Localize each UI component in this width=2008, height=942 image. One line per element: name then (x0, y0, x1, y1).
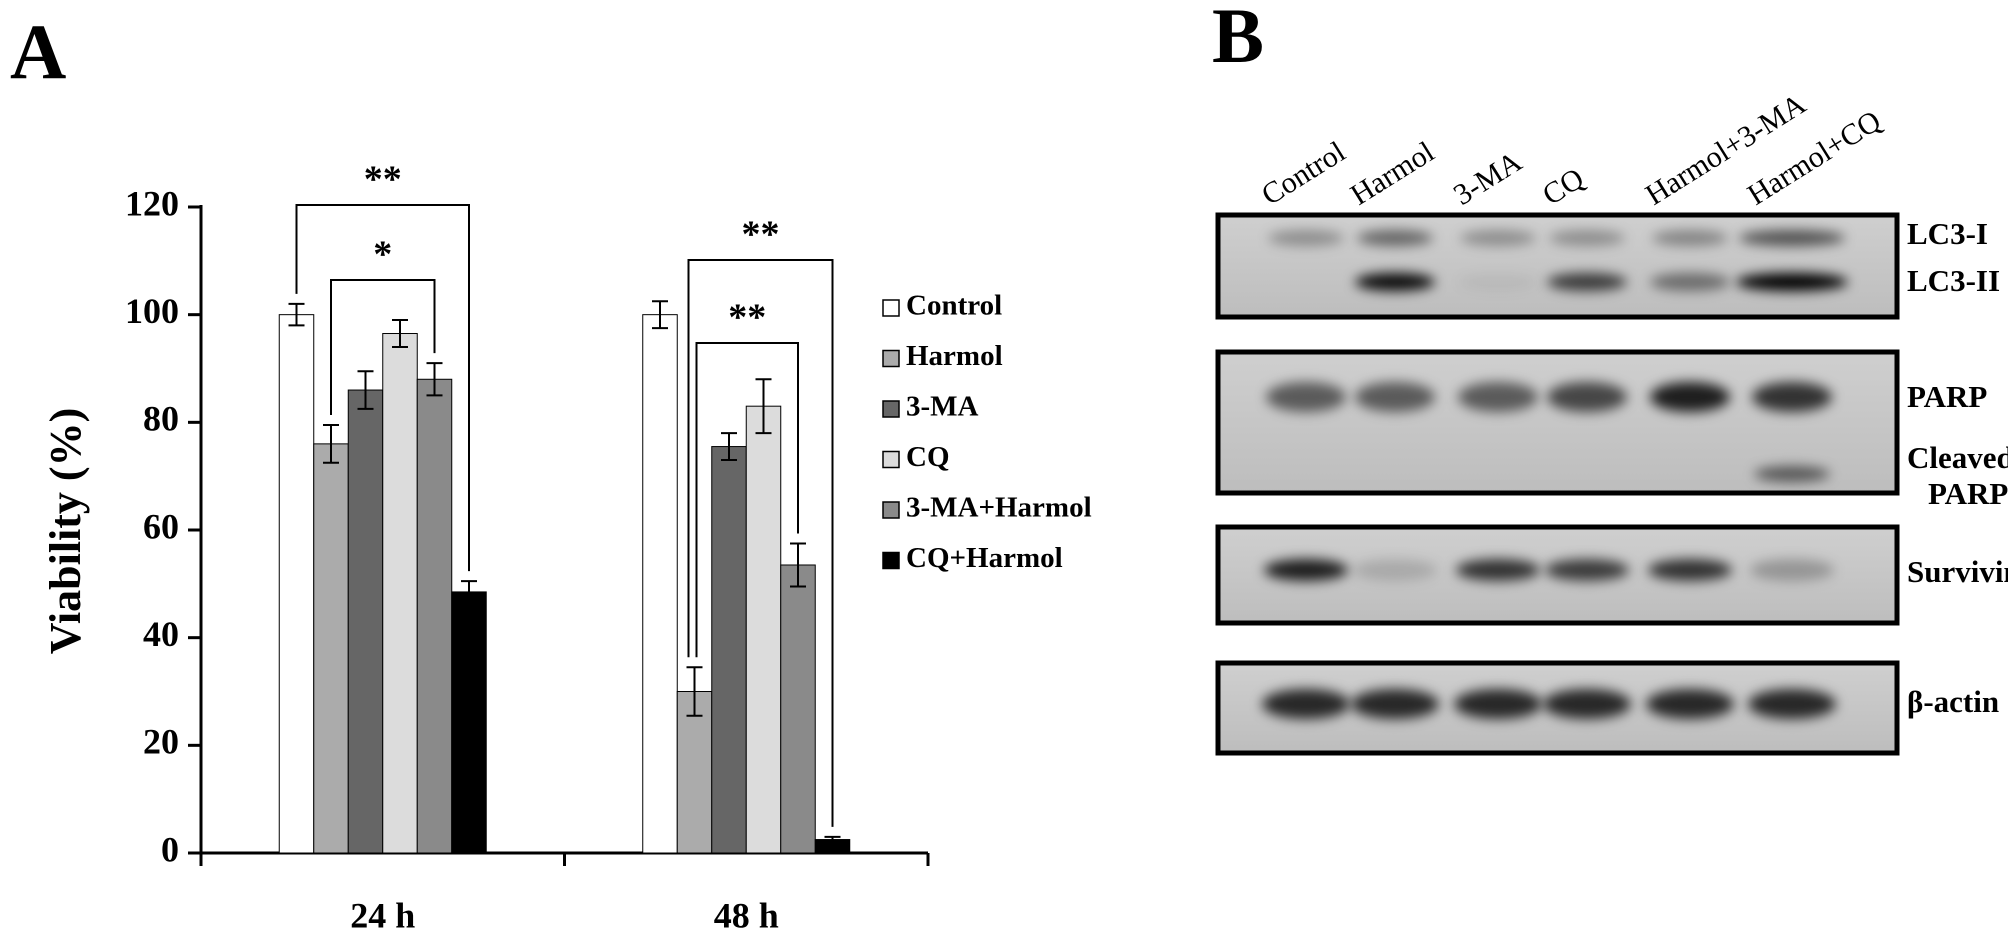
significance-label: * (373, 234, 392, 276)
significance-bracket (295, 204, 470, 572)
lane-label: Control (1256, 135, 1351, 212)
y-axis-label: Viability (%) (41, 408, 90, 654)
panel-label: A (10, 8, 66, 95)
lane-label: CQ (1537, 162, 1590, 212)
blot-band (1652, 230, 1728, 246)
error-bar (323, 424, 339, 464)
blot-band (1268, 230, 1344, 246)
legend-swatch (882, 400, 900, 418)
y-tick-label: 100 (125, 291, 179, 331)
blot-band (1646, 689, 1734, 719)
bar (313, 443, 349, 854)
band-label: PARP (1928, 476, 2008, 511)
error-bar (755, 378, 772, 435)
error-bar (790, 542, 806, 588)
legend-swatch (882, 551, 900, 570)
band-label: LC3-I (1907, 216, 1988, 251)
blot-band (1738, 230, 1846, 246)
error-bar (392, 319, 408, 348)
legend-label: CQ+Harmol (906, 542, 1063, 574)
error-bar (686, 666, 703, 717)
legend-swatch (882, 450, 900, 469)
blot-band (1650, 273, 1730, 291)
blot-band (1460, 230, 1536, 246)
legend-label: 3-MA+Harmol (906, 492, 1092, 524)
legend-label: Control (906, 290, 1002, 322)
blot-band (1454, 689, 1542, 719)
x-tick-label: 24 h (350, 895, 415, 935)
legend-label: 3-MA (906, 391, 979, 423)
blot-band (1650, 382, 1730, 412)
lane-label: Harmol (1345, 135, 1440, 212)
legend-label: Harmol (906, 340, 1003, 372)
error-bar (824, 835, 841, 844)
blot-band (1545, 559, 1629, 581)
blot-band (1456, 559, 1540, 581)
blot-band (1748, 689, 1836, 719)
blot-band (1736, 273, 1848, 291)
blot-band (1353, 559, 1437, 581)
error-bar (652, 300, 668, 330)
blot-band (1355, 382, 1435, 412)
band-label: β-actin (1907, 684, 1999, 719)
blot-band (1355, 273, 1435, 291)
legend-swatch (882, 349, 900, 368)
bar (642, 314, 678, 854)
band-label: PARP (1907, 379, 1987, 414)
blot-band (1648, 559, 1732, 581)
significance-bracket (695, 342, 799, 658)
bar (451, 591, 487, 854)
blot-band (1750, 559, 1834, 581)
band-label: Survivin (1907, 554, 2008, 589)
blot-band (1357, 230, 1433, 246)
x-tick-label: 48 h (714, 895, 779, 935)
significance-label: ** (364, 159, 402, 201)
legend-label: CQ (906, 441, 950, 473)
y-tick-label: 0 (161, 829, 179, 869)
significance-label: ** (728, 297, 766, 339)
blot-band (1458, 382, 1538, 412)
band-label: Cleaved (1907, 440, 2008, 475)
blot-band (1547, 273, 1627, 291)
panel-label: B (1212, 0, 1264, 79)
band-label: LC3-II (1907, 263, 2000, 298)
y-tick-label: 60 (143, 506, 179, 546)
blot-band (1547, 382, 1627, 412)
blot-band (1351, 689, 1439, 719)
error-bar (721, 432, 737, 462)
significance-bracket (687, 259, 834, 827)
error-bar (288, 302, 305, 327)
bar (416, 378, 453, 854)
error-bar (357, 370, 374, 410)
bar (382, 333, 418, 854)
blot-band (1458, 273, 1538, 291)
bar (347, 389, 384, 854)
y-tick-label: 80 (143, 399, 179, 439)
blot-membrane (1215, 212, 1900, 320)
error-bar (426, 362, 443, 397)
legend-swatch (882, 299, 900, 317)
significance-label: ** (742, 214, 780, 256)
y-tick-label: 120 (125, 183, 179, 223)
lane-label: 3-MA (1448, 145, 1528, 212)
blot-band (1262, 689, 1350, 719)
error-bar (461, 580, 477, 604)
bar (278, 314, 315, 854)
blot-band (1752, 382, 1832, 412)
y-tick-label: 40 (143, 614, 179, 654)
significance-bracket (330, 279, 436, 416)
bar (711, 446, 747, 854)
bar (745, 405, 782, 854)
blot-band (1266, 382, 1346, 412)
blot-band (1264, 559, 1348, 581)
bar (780, 564, 816, 854)
blot-band (1549, 230, 1625, 246)
blot-band (1754, 466, 1830, 482)
y-tick-label: 20 (143, 722, 179, 762)
legend-swatch (882, 501, 900, 519)
blot-band (1543, 689, 1631, 719)
